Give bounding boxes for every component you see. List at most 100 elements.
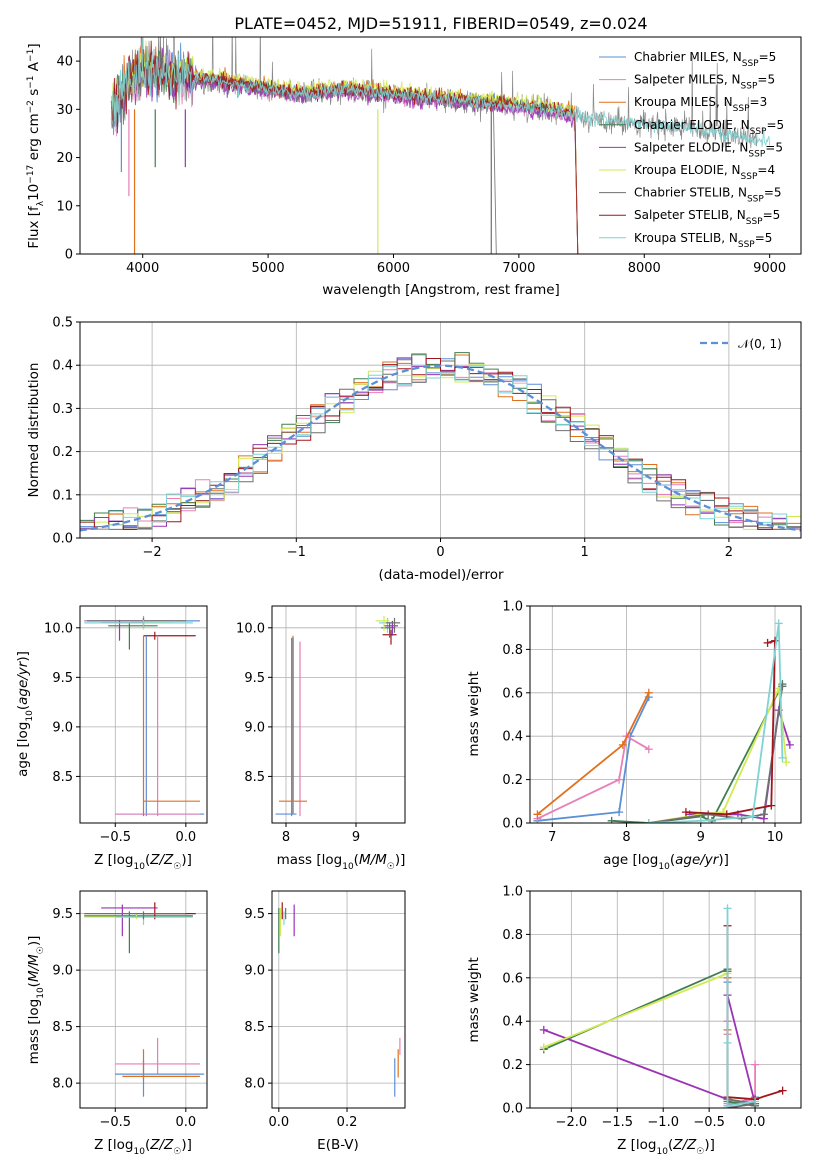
legend-tail: =5 bbox=[765, 140, 783, 154]
data-point-kroupa_stelib bbox=[723, 1101, 732, 1108]
data-point-kroupa_stelib bbox=[748, 812, 757, 821]
x-tick-label: 4000 bbox=[126, 261, 159, 276]
x-tick-label: 9 bbox=[697, 830, 705, 845]
y-tick-label: 0.1 bbox=[52, 488, 73, 503]
weight-vs-metallicity-panel: −2.0 −1.5 −1.0 −0.5 0.0 0.0 0.2 0.4 0.6 0.8 1.0 Z [… bbox=[466, 885, 802, 1157]
legend-main: Salpeter STELIB, N bbox=[634, 208, 746, 222]
y-tick-label: 8.0 bbox=[52, 1077, 73, 1092]
y-tick-label: 0 bbox=[65, 248, 73, 263]
label-part: Z [log bbox=[617, 1137, 656, 1153]
label-part: age [log bbox=[603, 852, 658, 868]
x-tick-label: −0.5 bbox=[693, 1115, 725, 1130]
y-tick-label: 0.8 bbox=[502, 928, 523, 943]
y-tick-label: 0.3 bbox=[52, 402, 73, 417]
data-point-kroupa_elodie bbox=[782, 758, 791, 767]
x-axis-label: mass [log10(M/M☉)] bbox=[277, 852, 406, 872]
y-tick-label: 0.4 bbox=[52, 359, 73, 374]
label-part: Z [log bbox=[94, 1137, 133, 1153]
plot-area bbox=[110, 37, 771, 254]
label-part: ( bbox=[26, 982, 42, 987]
y-tick-label: 0.4 bbox=[502, 1015, 523, 1030]
x-tick-label: −0.5 bbox=[99, 1115, 131, 1130]
legend-label-salpeter_elodie: Salpeter ELODIE, NSSP=5 bbox=[634, 140, 783, 159]
legend-sub: SSP bbox=[741, 82, 758, 92]
legend-sub: SSP bbox=[741, 172, 758, 182]
label-part: 10 bbox=[26, 184, 42, 201]
label-part: Z [log bbox=[94, 852, 133, 868]
label-part: ( bbox=[145, 1137, 150, 1153]
data-point-kroupa_stelib bbox=[723, 1038, 732, 1047]
x-tick-label: 1 bbox=[581, 545, 589, 560]
legend-main: Kroupa ELODIE, N bbox=[634, 163, 741, 177]
data-point-salpeter_stelib bbox=[681, 808, 690, 817]
series-line-salpeter_elodie bbox=[543, 994, 756, 1104]
data-point-salpeter_stelib bbox=[771, 636, 780, 645]
legend-tail: =5 bbox=[755, 231, 773, 245]
x-tick-label: −1.0 bbox=[647, 1115, 679, 1130]
legend-tail: =5 bbox=[766, 118, 784, 132]
x-tick-label: 10 bbox=[767, 830, 784, 845]
label-part: )] bbox=[181, 1137, 192, 1153]
legend-label-chabrier_miles: Chabrier MILES, NSSP=5 bbox=[634, 50, 776, 69]
legend-main: Salpeter MILES, N bbox=[634, 73, 741, 87]
series-line-chabrier_elodie bbox=[543, 967, 756, 1107]
y-tick-label: 8.5 bbox=[52, 1020, 73, 1035]
y-axis-label: age [log10(age/yr)] bbox=[15, 651, 35, 777]
data-point-chabrier_elodie bbox=[607, 816, 616, 823]
plot-area bbox=[539, 904, 787, 1108]
label-part: erg cm bbox=[26, 113, 42, 164]
x-tick-label: −2 bbox=[143, 545, 162, 560]
data-point-salpeter_miles bbox=[644, 745, 653, 754]
gaussian-legend-label: 𝒩(0, 1) bbox=[738, 337, 782, 351]
x-tick-label: −2.0 bbox=[556, 1115, 588, 1130]
series-line-chabrier_elodie bbox=[611, 683, 784, 823]
plot-area bbox=[80, 352, 801, 532]
legend-label-salpeter_stelib: Salpeter STELIB, NSSP=5 bbox=[634, 208, 780, 227]
data-point-kroupa_stelib bbox=[751, 1097, 760, 1106]
y-tick-label: 20 bbox=[56, 151, 73, 166]
legend-label-salpeter_miles: Salpeter MILES, NSSP=5 bbox=[634, 73, 775, 92]
data-point-chabrier_stelib bbox=[737, 814, 746, 823]
plot-area bbox=[84, 902, 205, 1097]
y-axis-label: mass weight bbox=[466, 671, 482, 756]
label-part: M/M bbox=[26, 954, 42, 982]
legend-tail: =4 bbox=[757, 163, 775, 177]
y-tick-label: 9.5 bbox=[52, 907, 73, 922]
y-axis-label: mass [log10(M/M☉)] bbox=[26, 936, 46, 1065]
data-point-kroupa_stelib bbox=[696, 816, 705, 823]
y-axis-label: Flux [fλ10−17 erg cm−2 s−1 A−1] bbox=[26, 43, 46, 248]
label-part: −1 bbox=[26, 49, 36, 62]
gaussian-curve bbox=[80, 364, 801, 532]
legend-sub: SSP bbox=[738, 240, 755, 250]
plot-area bbox=[275, 615, 401, 817]
label-part: −1 bbox=[26, 75, 36, 88]
label-part: )] bbox=[15, 651, 31, 662]
label-part: 10 bbox=[36, 987, 46, 999]
label-part: ( bbox=[354, 852, 359, 868]
y-tick-label: 10.0 bbox=[44, 621, 73, 636]
legend-tail: =3 bbox=[750, 95, 768, 109]
label-part: 10 bbox=[656, 1147, 668, 1157]
legend-main: Kroupa STELIB, N bbox=[634, 231, 738, 245]
y-tick-label: 8.0 bbox=[244, 1077, 265, 1092]
label-part: 10 bbox=[133, 862, 145, 872]
label-part: ☉ bbox=[696, 1147, 704, 1157]
y-tick-label: 9.0 bbox=[52, 720, 73, 735]
legend-sub: SSP bbox=[746, 217, 763, 227]
axes-frame bbox=[271, 605, 406, 824]
residuals-panel: −2 −1 0 1 2 0.0 0.1 0.2 0.3 0.4 0.5 𝒩(0, 1) (data-mo… bbox=[26, 316, 802, 583]
x-axis-label: age [log10(age/yr)] bbox=[603, 852, 729, 872]
axes-frame bbox=[79, 36, 802, 255]
legend-tail: =5 bbox=[759, 50, 777, 64]
y-tick-label: 1.0 bbox=[502, 600, 523, 615]
x-axis-label: (data-model)/error bbox=[378, 567, 504, 583]
legend-sub: SSP bbox=[733, 104, 750, 114]
x-tick-label: 0.0 bbox=[745, 1115, 766, 1130]
y-tick-label: 10 bbox=[56, 199, 73, 214]
legend-label-kroupa_stelib: Kroupa STELIB, NSSP=5 bbox=[634, 231, 772, 250]
series-line-chabrier_stelib bbox=[648, 686, 784, 823]
data-point-kroupa_stelib bbox=[644, 819, 653, 823]
legend-sub: SSP bbox=[742, 59, 759, 69]
